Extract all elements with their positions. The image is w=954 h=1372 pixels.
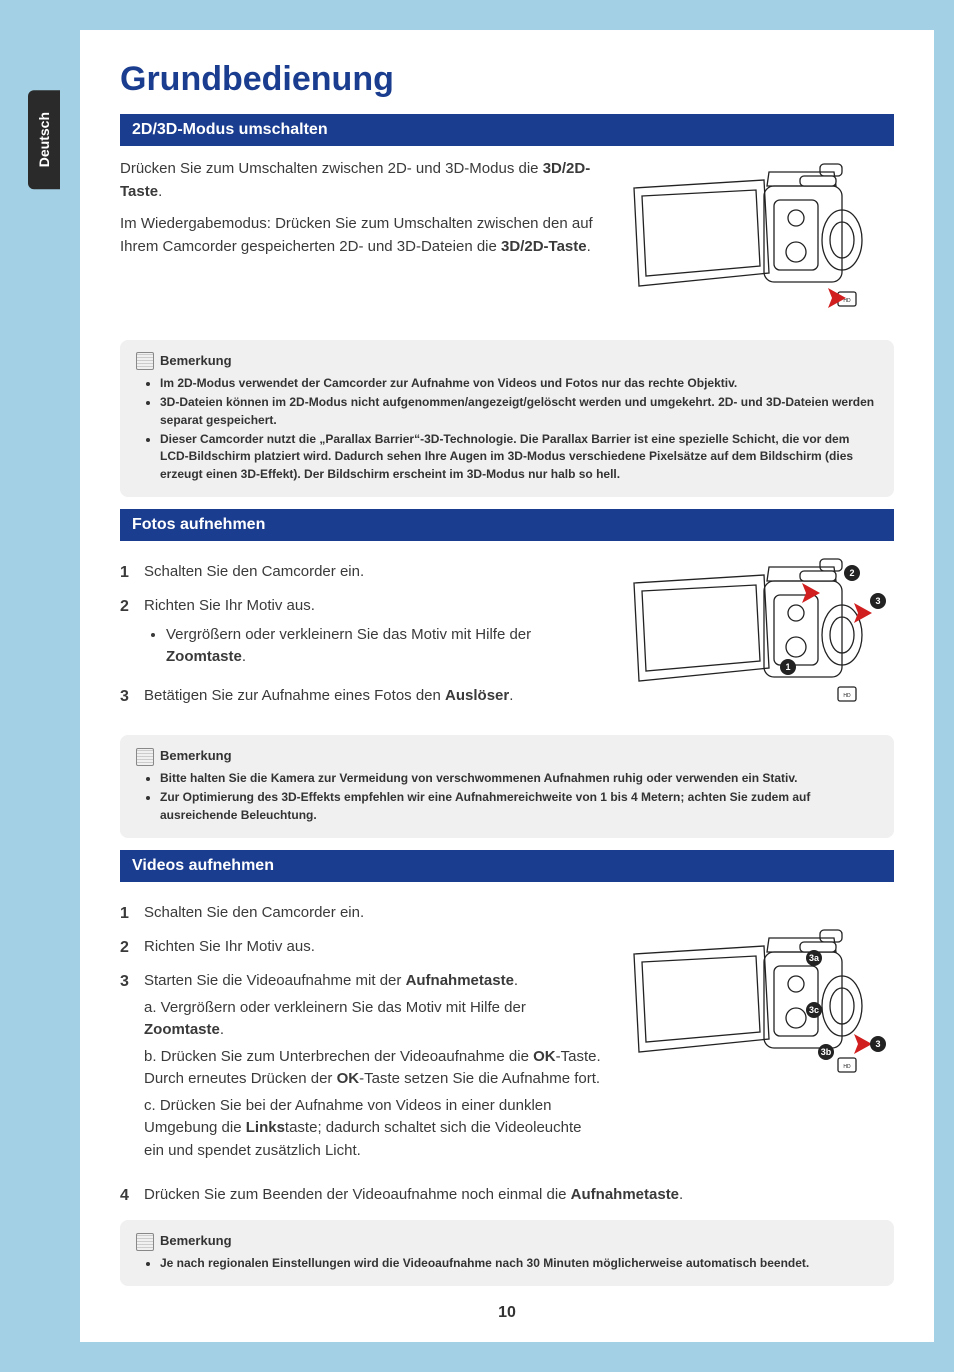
figure-3: HD 3a 3c 3b 3	[614, 894, 894, 1094]
text: Drücken Sie zum Umschalten zwischen 2D- …	[120, 160, 543, 177]
step: 3 Betätigen Sie zur Aufnahme eines Fotos …	[120, 685, 604, 709]
step: 4 Drücken Sie zum Beenden der Videoaufnah…	[120, 1184, 894, 1208]
text: Vergrößern oder verkleinern Sie das Moti…	[166, 626, 531, 643]
text: .	[587, 238, 591, 255]
svg-text:3c: 3c	[809, 1005, 819, 1015]
bold: Aufnahmetaste	[571, 1186, 679, 1203]
note-item: Zur Optimierung des 3D-Effekts empfehlen…	[160, 789, 878, 824]
substep: a. Vergrößern oder verkleinern Sie das M…	[144, 997, 604, 1042]
text: Starten Sie die Videoaufnahme mit der	[144, 972, 406, 989]
figure-1: HD	[614, 158, 894, 328]
step-text: Richten Sie Ihr Motiv aus.	[144, 936, 315, 960]
svg-text:3a: 3a	[809, 953, 820, 963]
substep: b. Drücken Sie zum Unterbrechen der Vide…	[144, 1046, 604, 1091]
step-num: 3	[120, 970, 136, 1166]
bold: Links	[246, 1119, 285, 1136]
step-num: 2	[120, 595, 136, 675]
page-number: 10	[120, 1304, 894, 1322]
bold: Zoomtaste	[166, 648, 242, 665]
text: -Taste setzen Sie die Aufnahme fort.	[359, 1070, 600, 1087]
bold: Aufnahmetaste	[406, 972, 514, 989]
text: .	[514, 972, 518, 989]
svg-text:2: 2	[849, 568, 854, 578]
step: 3 Starten Sie die Videoaufnahme mit der …	[120, 970, 604, 1166]
note-icon	[136, 1233, 154, 1251]
bold: Auslöser	[445, 687, 509, 704]
bold: OK	[337, 1070, 360, 1087]
note-box-2: Bemerkung Bitte halten Sie die Kamera zu…	[120, 735, 894, 838]
text: Drücken Sie zum Beenden der Videoaufnahm…	[144, 1186, 571, 1203]
note-title: Bemerkung	[160, 747, 232, 766]
bold: OK	[533, 1048, 556, 1065]
note-item: Bitte halten Sie die Kamera zur Vermeidu…	[160, 770, 878, 787]
note-title: Bemerkung	[160, 352, 232, 371]
text: .	[242, 648, 246, 665]
note-title: Bemerkung	[160, 1232, 232, 1251]
page-title: Grundbedienung	[120, 60, 894, 99]
svg-text:HD: HD	[843, 298, 851, 304]
bold: Zoomtaste	[144, 1021, 220, 1038]
step-num: 3	[120, 685, 136, 709]
note-icon	[136, 748, 154, 766]
step: 1 Schalten Sie den Camcorder ein.	[120, 902, 604, 926]
step-num: 1	[120, 561, 136, 585]
note-item: Im 2D-Modus verwendet der Camcorder zur …	[160, 375, 878, 392]
substep: Vergrößern oder verkleinern Sie das Moti…	[166, 624, 604, 669]
text: a. Vergrößern oder verkleinern Sie das M…	[144, 999, 526, 1016]
note-icon	[136, 352, 154, 370]
step: 2 Richten Sie Ihr Motiv aus.	[120, 936, 604, 960]
steps-videos-cont: 4 Drücken Sie zum Beenden der Videoaufnah…	[120, 1184, 894, 1208]
svg-text:HD: HD	[843, 693, 851, 699]
section-heading-1: 2D/3D-Modus umschalten	[120, 114, 894, 146]
steps-videos: 1 Schalten Sie den Camcorder ein. 2 Richte…	[120, 902, 604, 1166]
step: 2 Richten Sie Ihr Motiv aus. Vergrößern …	[120, 595, 604, 675]
note-list-1: Im 2D-Modus verwendet der Camcorder zur …	[160, 375, 878, 483]
section1-para1: Drücken Sie zum Umschalten zwischen 2D- …	[120, 158, 604, 203]
step-num: 4	[120, 1184, 136, 1208]
section-heading-3: Videos aufnehmen	[120, 850, 894, 882]
svg-text:3b: 3b	[821, 1047, 832, 1057]
substep: c. Drücken Sie bei der Aufnahme von Vide…	[144, 1095, 604, 1163]
text: .	[158, 183, 162, 200]
svg-text:HD: HD	[843, 1064, 851, 1070]
note-item: Dieser Camcorder nutzt die „Parallax Bar…	[160, 431, 878, 483]
step-text: Schalten Sie den Camcorder ein.	[144, 902, 364, 926]
step-text: Richten Sie Ihr Motiv aus.	[144, 597, 315, 614]
note-box-1: Bemerkung Im 2D-Modus verwendet der Camc…	[120, 340, 894, 497]
figure-2: HD 1 2 3	[614, 553, 894, 723]
note-item: 3D-Dateien können im 2D-Modus nicht aufg…	[160, 394, 878, 429]
svg-text:3: 3	[875, 596, 880, 606]
text: .	[220, 1021, 224, 1038]
step-text: Schalten Sie den Camcorder ein.	[144, 561, 364, 585]
section1-para2: Im Wiedergabemodus: Drücken Sie zum Umsc…	[120, 213, 604, 258]
language-tab: Deutsch	[28, 90, 60, 189]
text: Betätigen Sie zur Aufnahme eines Fotos d…	[144, 687, 445, 704]
step-num: 2	[120, 936, 136, 960]
section-heading-2: Fotos aufnehmen	[120, 509, 894, 541]
svg-text:3: 3	[875, 1039, 880, 1049]
note-list-3: Je nach regionalen Einstellungen wird di…	[160, 1255, 878, 1272]
note-box-3: Bemerkung Je nach regionalen Einstellung…	[120, 1220, 894, 1286]
text: .	[509, 687, 513, 704]
note-list-2: Bitte halten Sie die Kamera zur Vermeidu…	[160, 770, 878, 824]
step: 1 Schalten Sie den Camcorder ein.	[120, 561, 604, 585]
svg-text:1: 1	[785, 662, 790, 672]
bold: 3D/2D-Taste	[501, 238, 587, 255]
steps-photos: 1 Schalten Sie den Camcorder ein. 2 Richt…	[120, 561, 604, 709]
text: b. Drücken Sie zum Unterbrechen der Vide…	[144, 1048, 533, 1065]
step-num: 1	[120, 902, 136, 926]
note-item: Je nach regionalen Einstellungen wird di…	[160, 1255, 878, 1272]
text: .	[679, 1186, 683, 1203]
page: Deutsch Grundbedienung 2D/3D-Modus umsch…	[80, 30, 934, 1342]
